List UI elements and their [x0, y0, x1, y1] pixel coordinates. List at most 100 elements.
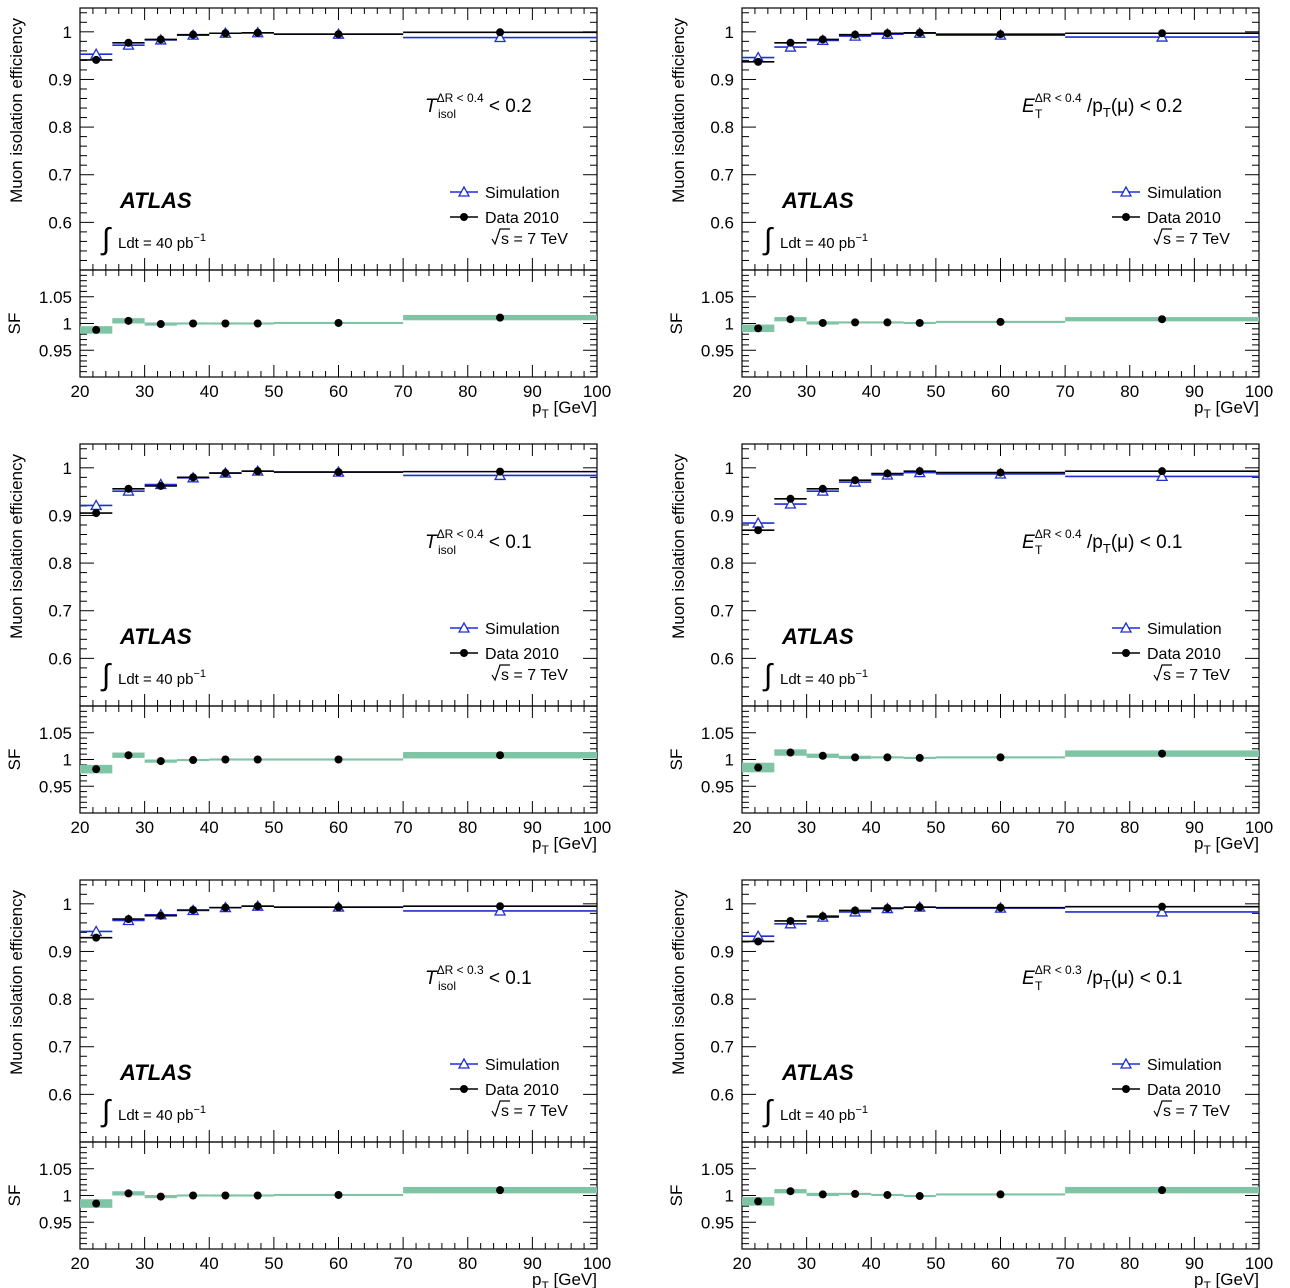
data-point-7	[334, 468, 343, 477]
energy-label: s = 7 TeV	[1163, 667, 1230, 684]
cut-label: TΔR < 0.4 < 0.1	[425, 527, 532, 553]
sf-point-8	[1158, 749, 1167, 758]
y-tick-label: 0.7	[48, 602, 72, 621]
efficiency-panel-top-left: 0.6 0.7 0.8 0.9 1 0.95 1 1.05 20 30 40 50 60 70 80 90 10…	[5, 7, 611, 421]
sf-point-2	[124, 751, 133, 760]
x-tick-label: 60	[991, 382, 1010, 401]
y-tick-label: 0.6	[710, 649, 734, 668]
y-tick-label: 0.7	[710, 166, 734, 185]
data-point-7	[996, 903, 1005, 912]
data-point-5	[221, 469, 230, 478]
atlas-label: ATLAS	[119, 188, 192, 213]
sf-point-3	[156, 757, 165, 766]
sf-point-4	[851, 1189, 860, 1198]
data-point-6	[915, 28, 924, 37]
x-tick-label: 80	[1120, 818, 1139, 837]
sf-point-1	[92, 1199, 101, 1208]
sf-point-3	[818, 1190, 827, 1199]
sf-point-5	[221, 1191, 230, 1200]
legend-simulation-marker	[457, 621, 471, 633]
x-tick-label: 20	[733, 382, 752, 401]
data-point-8	[1158, 902, 1167, 911]
sf-point-4	[851, 753, 860, 762]
data-point-5	[221, 903, 230, 912]
legend-data-label: Data 2010	[1147, 1082, 1221, 1099]
x-axis-title: pT [GeV]	[532, 1270, 597, 1288]
sf-point-1	[754, 1197, 763, 1206]
y-tick-label: 0.7	[48, 166, 72, 185]
x-tick-label: 90	[523, 1254, 542, 1273]
data-point-1	[92, 509, 101, 518]
data-point-8	[496, 467, 505, 476]
y-axis-title: Muon isolation efficiency	[7, 454, 26, 639]
data-point-4	[851, 906, 860, 915]
sf-point-6	[253, 319, 262, 328]
x-tick-label: 30	[135, 382, 154, 401]
efficiency-panel-bottom-right: 0.6 0.7 0.8 0.9 1 0.95 1 1.05 20 30 40 50 60 70 80 90 10…	[667, 879, 1273, 1288]
x-tick-label: 70	[394, 818, 413, 837]
x-tick-label: 40	[862, 818, 881, 837]
data-point-3	[156, 911, 165, 920]
data-point-4	[189, 906, 198, 915]
x-tick-label: 60	[329, 818, 348, 837]
sf-point-6	[253, 755, 262, 764]
energy-label: s = 7 TeV	[501, 1103, 568, 1120]
y-tick-label: 0.9	[710, 70, 734, 89]
y-axis-title: Muon isolation efficiency	[669, 454, 688, 639]
y-tick-label: 0.8	[710, 990, 734, 1009]
ratio-y-axis-title: SF	[5, 313, 24, 335]
data-point-1	[92, 933, 101, 942]
cut-label: EΔR < 0.4 /pT(μ) < 0.1	[1022, 527, 1182, 556]
sf-point-2	[124, 1189, 133, 1198]
sqrt-symbol	[1153, 1100, 1172, 1118]
integral-symbol: ∫	[762, 659, 774, 692]
y-tick-label: 0.6	[710, 1085, 734, 1104]
cut-label-subscript: isol	[438, 543, 456, 557]
y-tick-label: 0.9	[48, 942, 72, 961]
x-axis-title: pT [GeV]	[1194, 834, 1259, 857]
legend-simulation-label: Simulation	[1147, 1057, 1222, 1074]
y-tick-label: 0.9	[48, 506, 72, 525]
sf-point-5	[221, 755, 230, 764]
data-point-6	[915, 467, 924, 476]
integral-symbol: ∫	[100, 223, 112, 256]
sf-point-1	[92, 765, 101, 774]
sqrt-symbol	[491, 664, 510, 682]
data-point-5	[883, 904, 892, 913]
ratio-y-tick-label: 1.05	[39, 724, 72, 743]
y-tick-label: 1	[725, 895, 734, 914]
data-point-7	[334, 30, 343, 39]
y-tick-label: 0.6	[48, 649, 72, 668]
legend-data-marker	[1122, 1085, 1130, 1093]
x-tick-label: 20	[733, 818, 752, 837]
ratio-y-tick-label: 1.05	[701, 724, 734, 743]
data-point-5	[221, 29, 230, 38]
data-point-2	[786, 494, 795, 503]
x-tick-label: 20	[71, 818, 90, 837]
x-tick-label: 40	[200, 818, 219, 837]
data-point-2	[786, 916, 795, 925]
ratio-y-tick-label: 1.05	[701, 288, 734, 307]
y-tick-label: 0.8	[48, 118, 72, 137]
efficiency-panel-bottom-left: 0.6 0.7 0.8 0.9 1 0.95 1 1.05 20 30 40 50 60 70 80 90 10…	[5, 879, 611, 1288]
data-point-4	[189, 30, 198, 39]
sf-point-1	[754, 324, 763, 333]
data-point-1	[754, 57, 763, 66]
simulation-point-8	[1155, 905, 1169, 917]
cut-label: EΔR < 0.3 /pT(μ) < 0.1	[1022, 963, 1182, 992]
sqrt-symbol	[491, 1100, 510, 1118]
sf-point-3	[156, 320, 165, 329]
ratio-y-tick-label: 0.95	[701, 341, 734, 360]
ratio-y-tick-label: 1	[725, 1187, 734, 1206]
atlas-label: ATLAS	[781, 1060, 854, 1085]
legend-data-label: Data 2010	[1147, 646, 1221, 663]
legend-data-marker	[1122, 213, 1130, 221]
x-tick-label: 50	[926, 1254, 945, 1273]
luminosity-label: Ldt = 40 pb−1	[118, 668, 206, 688]
x-tick-label: 90	[1185, 1254, 1204, 1273]
x-tick-label: 80	[458, 818, 477, 837]
sf-point-1	[754, 763, 763, 772]
x-tick-label: 40	[200, 382, 219, 401]
y-tick-label: 1	[725, 459, 734, 478]
